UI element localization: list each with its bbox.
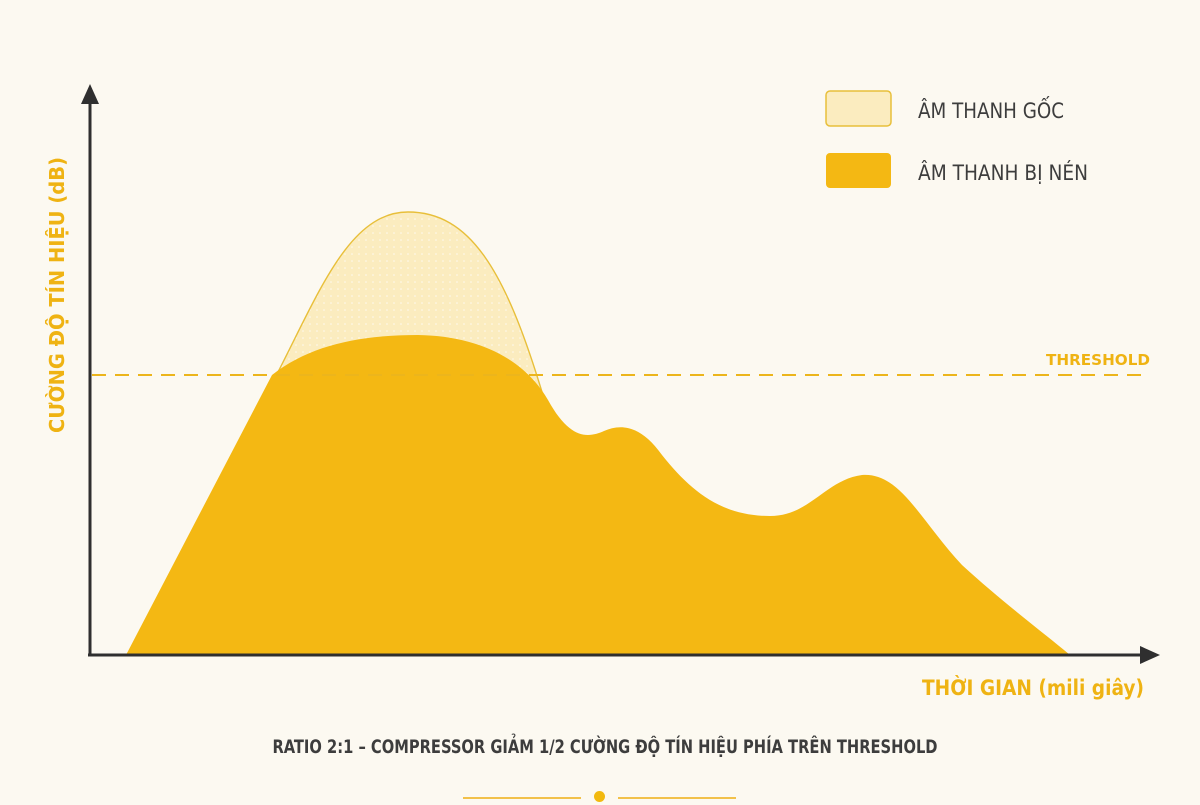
y-axis-label: CƯỜNG ĐỘ TÍN HIỆU (dB) [45, 157, 69, 433]
y-axis-arrow-icon [81, 84, 99, 104]
legend-swatch-compressed [826, 153, 891, 188]
compressed-signal-area [126, 335, 1070, 655]
x-axis-label: THỜI GIAN (mili giây) [922, 675, 1144, 700]
caption-divider-left [463, 797, 581, 799]
caption-divider-dot [594, 791, 605, 802]
legend: ÂM THANH GỐC ÂM THANH BỊ NÉN [825, 90, 1088, 188]
caption: RATIO 2:1 – COMPRESSOR GIẢM 1/2 CƯỜNG ĐỘ… [272, 736, 938, 758]
threshold-label: THRESHOLD [1046, 351, 1150, 369]
x-axis-arrow-icon [1140, 646, 1160, 664]
legend-swatch-original [825, 90, 892, 127]
legend-label-original: ÂM THANH GỐC [918, 95, 1064, 123]
caption-divider-right [618, 797, 736, 799]
legend-label-compressed: ÂM THANH BỊ NÉN [918, 160, 1088, 185]
